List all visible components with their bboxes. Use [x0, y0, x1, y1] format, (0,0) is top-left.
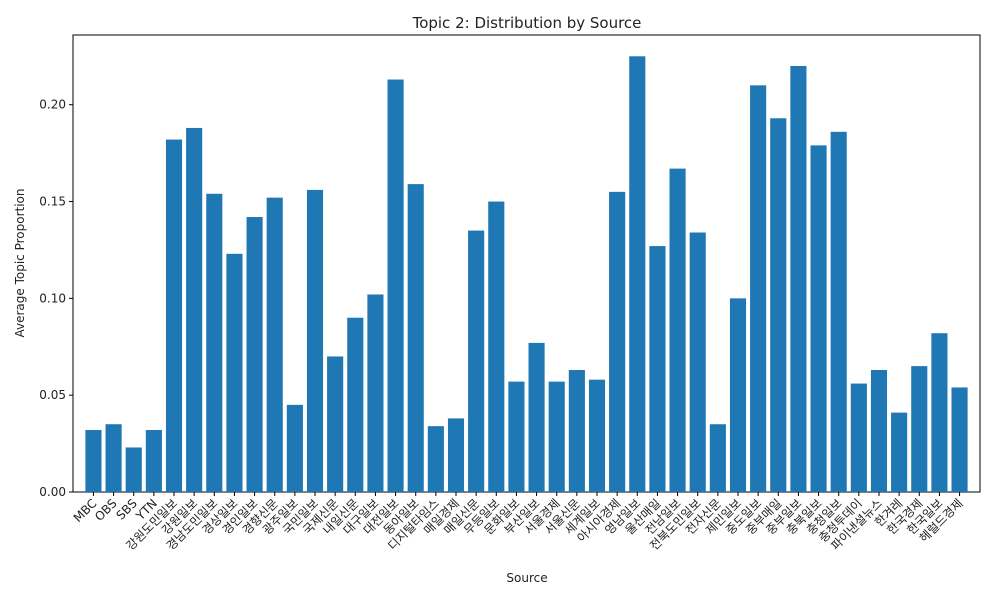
bar — [306, 189, 324, 492]
bar — [609, 191, 626, 493]
bar — [186, 127, 203, 492]
x-axis-label: Source — [506, 571, 547, 585]
bar — [105, 424, 122, 492]
bar — [427, 426, 444, 492]
bar — [387, 79, 404, 492]
bar — [709, 424, 726, 492]
y-axis-label: Average Topic Proportion — [13, 188, 27, 337]
bar — [85, 430, 102, 492]
bar — [447, 418, 465, 492]
bar — [790, 65, 807, 493]
bar — [528, 342, 545, 492]
bar — [206, 193, 223, 492]
bar — [891, 412, 908, 492]
bar — [770, 118, 787, 492]
bar — [407, 184, 424, 492]
bar — [729, 298, 747, 492]
bar — [246, 217, 263, 492]
bar — [951, 387, 968, 492]
bar — [649, 246, 666, 492]
bar — [266, 197, 283, 492]
y-tick-label: 0.20 — [39, 98, 66, 112]
bar — [629, 56, 646, 493]
plot-frame — [72, 34, 981, 493]
bar — [850, 383, 867, 492]
bar — [931, 333, 948, 492]
bar — [568, 370, 585, 492]
y-tick-label: 0.05 — [39, 388, 66, 402]
chart-title: Topic 2: Distribution by Source — [412, 14, 642, 32]
bar — [488, 201, 505, 492]
bar — [468, 230, 485, 492]
bar — [911, 366, 928, 492]
bar — [165, 139, 183, 492]
bar — [588, 379, 606, 492]
bar — [226, 253, 243, 492]
bar — [810, 145, 827, 492]
bar — [548, 381, 565, 492]
bar — [347, 317, 364, 492]
y-tick-label: 0.10 — [39, 291, 66, 305]
y-tick-label: 0.00 — [39, 485, 66, 499]
bar — [508, 381, 525, 492]
bar — [689, 232, 706, 492]
bar — [145, 430, 162, 492]
bar — [327, 356, 344, 492]
bar — [750, 85, 767, 492]
bar — [125, 447, 142, 492]
bar — [870, 370, 888, 492]
bar — [286, 404, 303, 492]
bar — [830, 131, 847, 493]
bar — [367, 294, 384, 492]
y-tick-label: 0.15 — [39, 195, 66, 209]
bar — [669, 168, 686, 492]
